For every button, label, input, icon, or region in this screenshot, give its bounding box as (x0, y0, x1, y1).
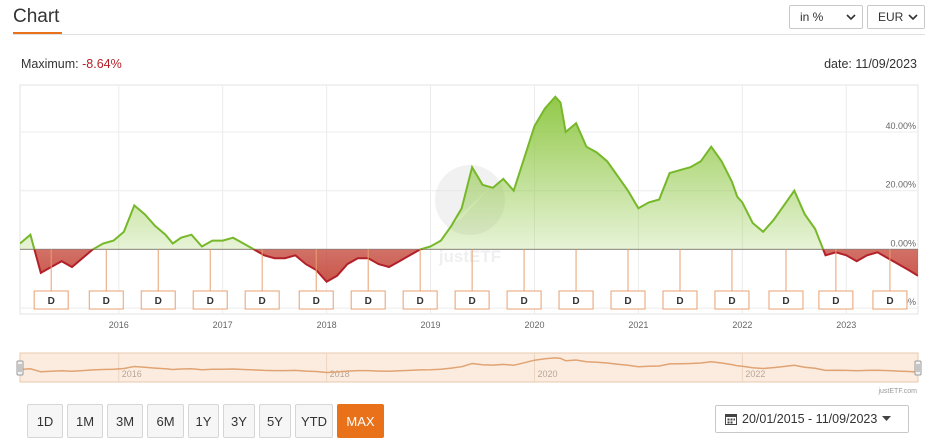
negative-area (34, 249, 918, 282)
navigator-label: 2018 (330, 369, 350, 379)
page-title: Chart (13, 6, 60, 27)
dividend-marker: D (872, 249, 908, 310)
currency-select-value: EUR (878, 10, 904, 24)
range-button-1d[interactable]: 1D (27, 404, 63, 438)
dividend-marker-label: D (572, 296, 579, 307)
range-navigator[interactable]: 2016 2018 2020 2022 justETF.com (0, 348, 933, 398)
dividend-marker: D (298, 249, 334, 310)
dividend-marker-label: D (676, 296, 683, 307)
x-tick-label: 2019 (421, 320, 441, 330)
y-tick-label: 40.00% (885, 121, 916, 131)
currency-select[interactable]: EUR (867, 5, 925, 29)
dividend-marker-label: D (728, 296, 735, 307)
range-button-1y[interactable]: 1Y (188, 404, 219, 438)
dividend-marker: D (350, 249, 386, 310)
dividend-marker-label: D (469, 296, 476, 307)
dividend-marker: D (244, 249, 280, 310)
x-tick-label: 2017 (213, 320, 233, 330)
chart-credit: justETF.com (877, 388, 917, 395)
dividend-marker-label: D (365, 296, 372, 307)
performance-chart[interactable]: 2016 2017 2018 2019 2020 2021 2022 2023 40.00% 20… (0, 80, 933, 340)
title-underline (13, 32, 62, 34)
navigator-handle-right[interactable] (914, 360, 922, 376)
dividend-marker-label: D (886, 296, 893, 307)
y-tick-label: 0.00% (890, 238, 916, 248)
dividend-marker: D (192, 249, 228, 310)
dividend-marker-label: D (103, 296, 110, 307)
range-button-group: 1D 1M 3M 6M 1Y 3Y 5Y YTD MAX (27, 404, 384, 438)
date-range-text: 20/01/2015 - 11/09/2023 (742, 412, 878, 426)
unit-select[interactable]: in % (789, 5, 863, 29)
dividend-marker: D (33, 249, 69, 310)
positive-area (20, 96, 918, 250)
dividend-marker: D (558, 249, 594, 310)
dividend-marker: D (506, 249, 542, 310)
navigator-series-line (19, 357, 919, 374)
date-range-picker[interactable]: 20/01/2015 - 11/09/2023 (715, 405, 909, 433)
dividend-marker: D (454, 249, 490, 310)
navigator-handle-left[interactable] (16, 360, 24, 376)
range-button-max[interactable]: MAX (337, 404, 384, 438)
dividend-marker-label: D (48, 296, 55, 307)
range-button-3m[interactable]: 3M (107, 404, 143, 438)
dividend-marker: D (818, 249, 854, 310)
navigator-label: 2020 (537, 369, 557, 379)
dividend-marker: D (768, 249, 804, 310)
dividend-marker-label: D (155, 296, 162, 307)
calendar-icon (725, 414, 737, 425)
dividend-marker: D (140, 249, 176, 310)
dividend-marker-label: D (782, 296, 789, 307)
chevron-down-icon (908, 14, 918, 21)
dividend-marker: D (610, 249, 646, 310)
y-tick-label: 20.00% (885, 180, 916, 190)
range-button-6m[interactable]: 6M (147, 404, 184, 438)
unit-select-value: in % (800, 10, 824, 24)
x-tick-label: 2022 (732, 320, 752, 330)
dividend-marker-label: D (624, 296, 631, 307)
maximum-readout: Maximum: -8.64% (21, 57, 122, 71)
caret-down-icon (882, 416, 892, 421)
dividend-marker-label: D (207, 296, 214, 307)
dividend-marker: D (402, 249, 438, 310)
watermark-text: justETF (438, 247, 501, 266)
dividend-marker: D (88, 249, 124, 310)
dividend-marker-label: D (832, 296, 839, 307)
navigator-label: 2016 (122, 369, 142, 379)
range-button-ytd[interactable]: YTD (295, 404, 333, 438)
x-tick-label: 2023 (836, 320, 856, 330)
range-button-5y[interactable]: 5Y (259, 404, 291, 438)
x-tick-label: 2021 (628, 320, 648, 330)
x-tick-label: 2020 (524, 320, 544, 330)
series-line-positive (20, 95, 825, 250)
dividend-marker: D (662, 249, 698, 310)
range-button-3y[interactable]: 3Y (223, 404, 255, 438)
navigator-label: 2022 (745, 369, 765, 379)
maximum-label: Maximum: (21, 57, 79, 71)
x-tick-label: 2016 (109, 320, 129, 330)
chevron-down-icon (846, 14, 856, 21)
maximum-value: -8.64% (82, 57, 122, 71)
date-readout: date: 11/09/2023 (824, 57, 917, 71)
range-button-1m[interactable]: 1M (67, 404, 103, 438)
dividend-marker-label: D (417, 296, 424, 307)
dividend-marker-label: D (259, 296, 266, 307)
header-divider (13, 34, 925, 35)
x-tick-label: 2018 (317, 320, 337, 330)
dividend-marker: D (714, 249, 750, 310)
dividend-marker-label: D (313, 296, 320, 307)
dividend-marker-label: D (520, 296, 527, 307)
